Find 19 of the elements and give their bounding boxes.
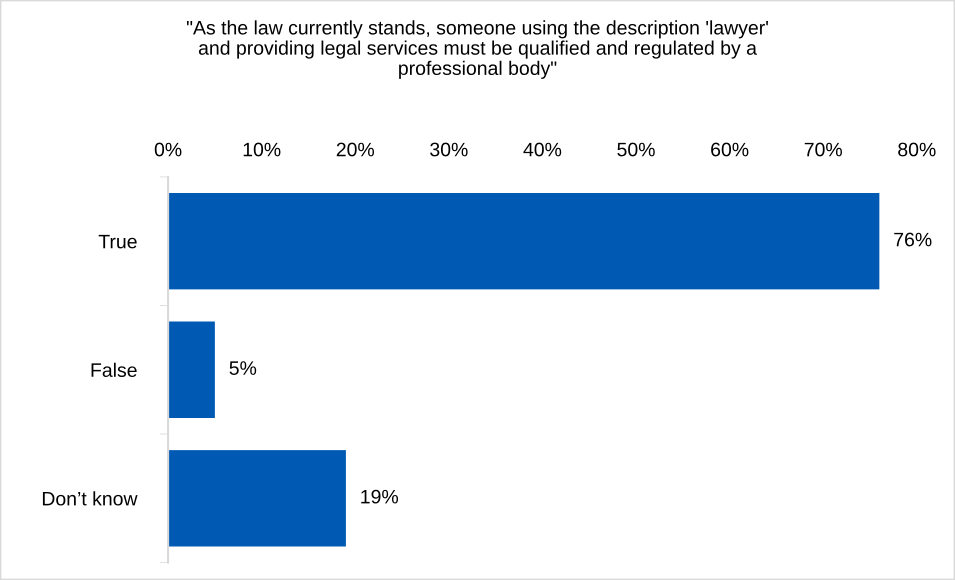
x-tick-label: 70% [804,142,842,156]
x-tick-label: 80% [898,142,936,156]
bar [168,322,215,418]
x-tick-label: 50% [617,142,655,156]
y-tick-label: False [92,362,137,377]
bar [168,192,880,290]
data-label: 19% [361,490,398,504]
y-tick-label: Don’t know [42,491,138,506]
x-tick-label: 60% [711,142,748,156]
data-label: 5% [230,361,256,375]
bar [168,450,346,547]
y-tick-label: True [98,234,137,248]
x-tick-label: 20% [336,142,374,156]
data-label: 76% [894,232,932,246]
chart-title: "As the law currently stands, someone using the description 'lawyer' and providing legal services must be qualified and regulated by a professional body" [186,20,768,79]
x-tick-label: 10% [244,142,280,156]
x-tick-label: 0% [154,142,182,156]
x-tick-label: 40% [523,142,562,156]
x-tick-label: 30% [430,142,468,156]
